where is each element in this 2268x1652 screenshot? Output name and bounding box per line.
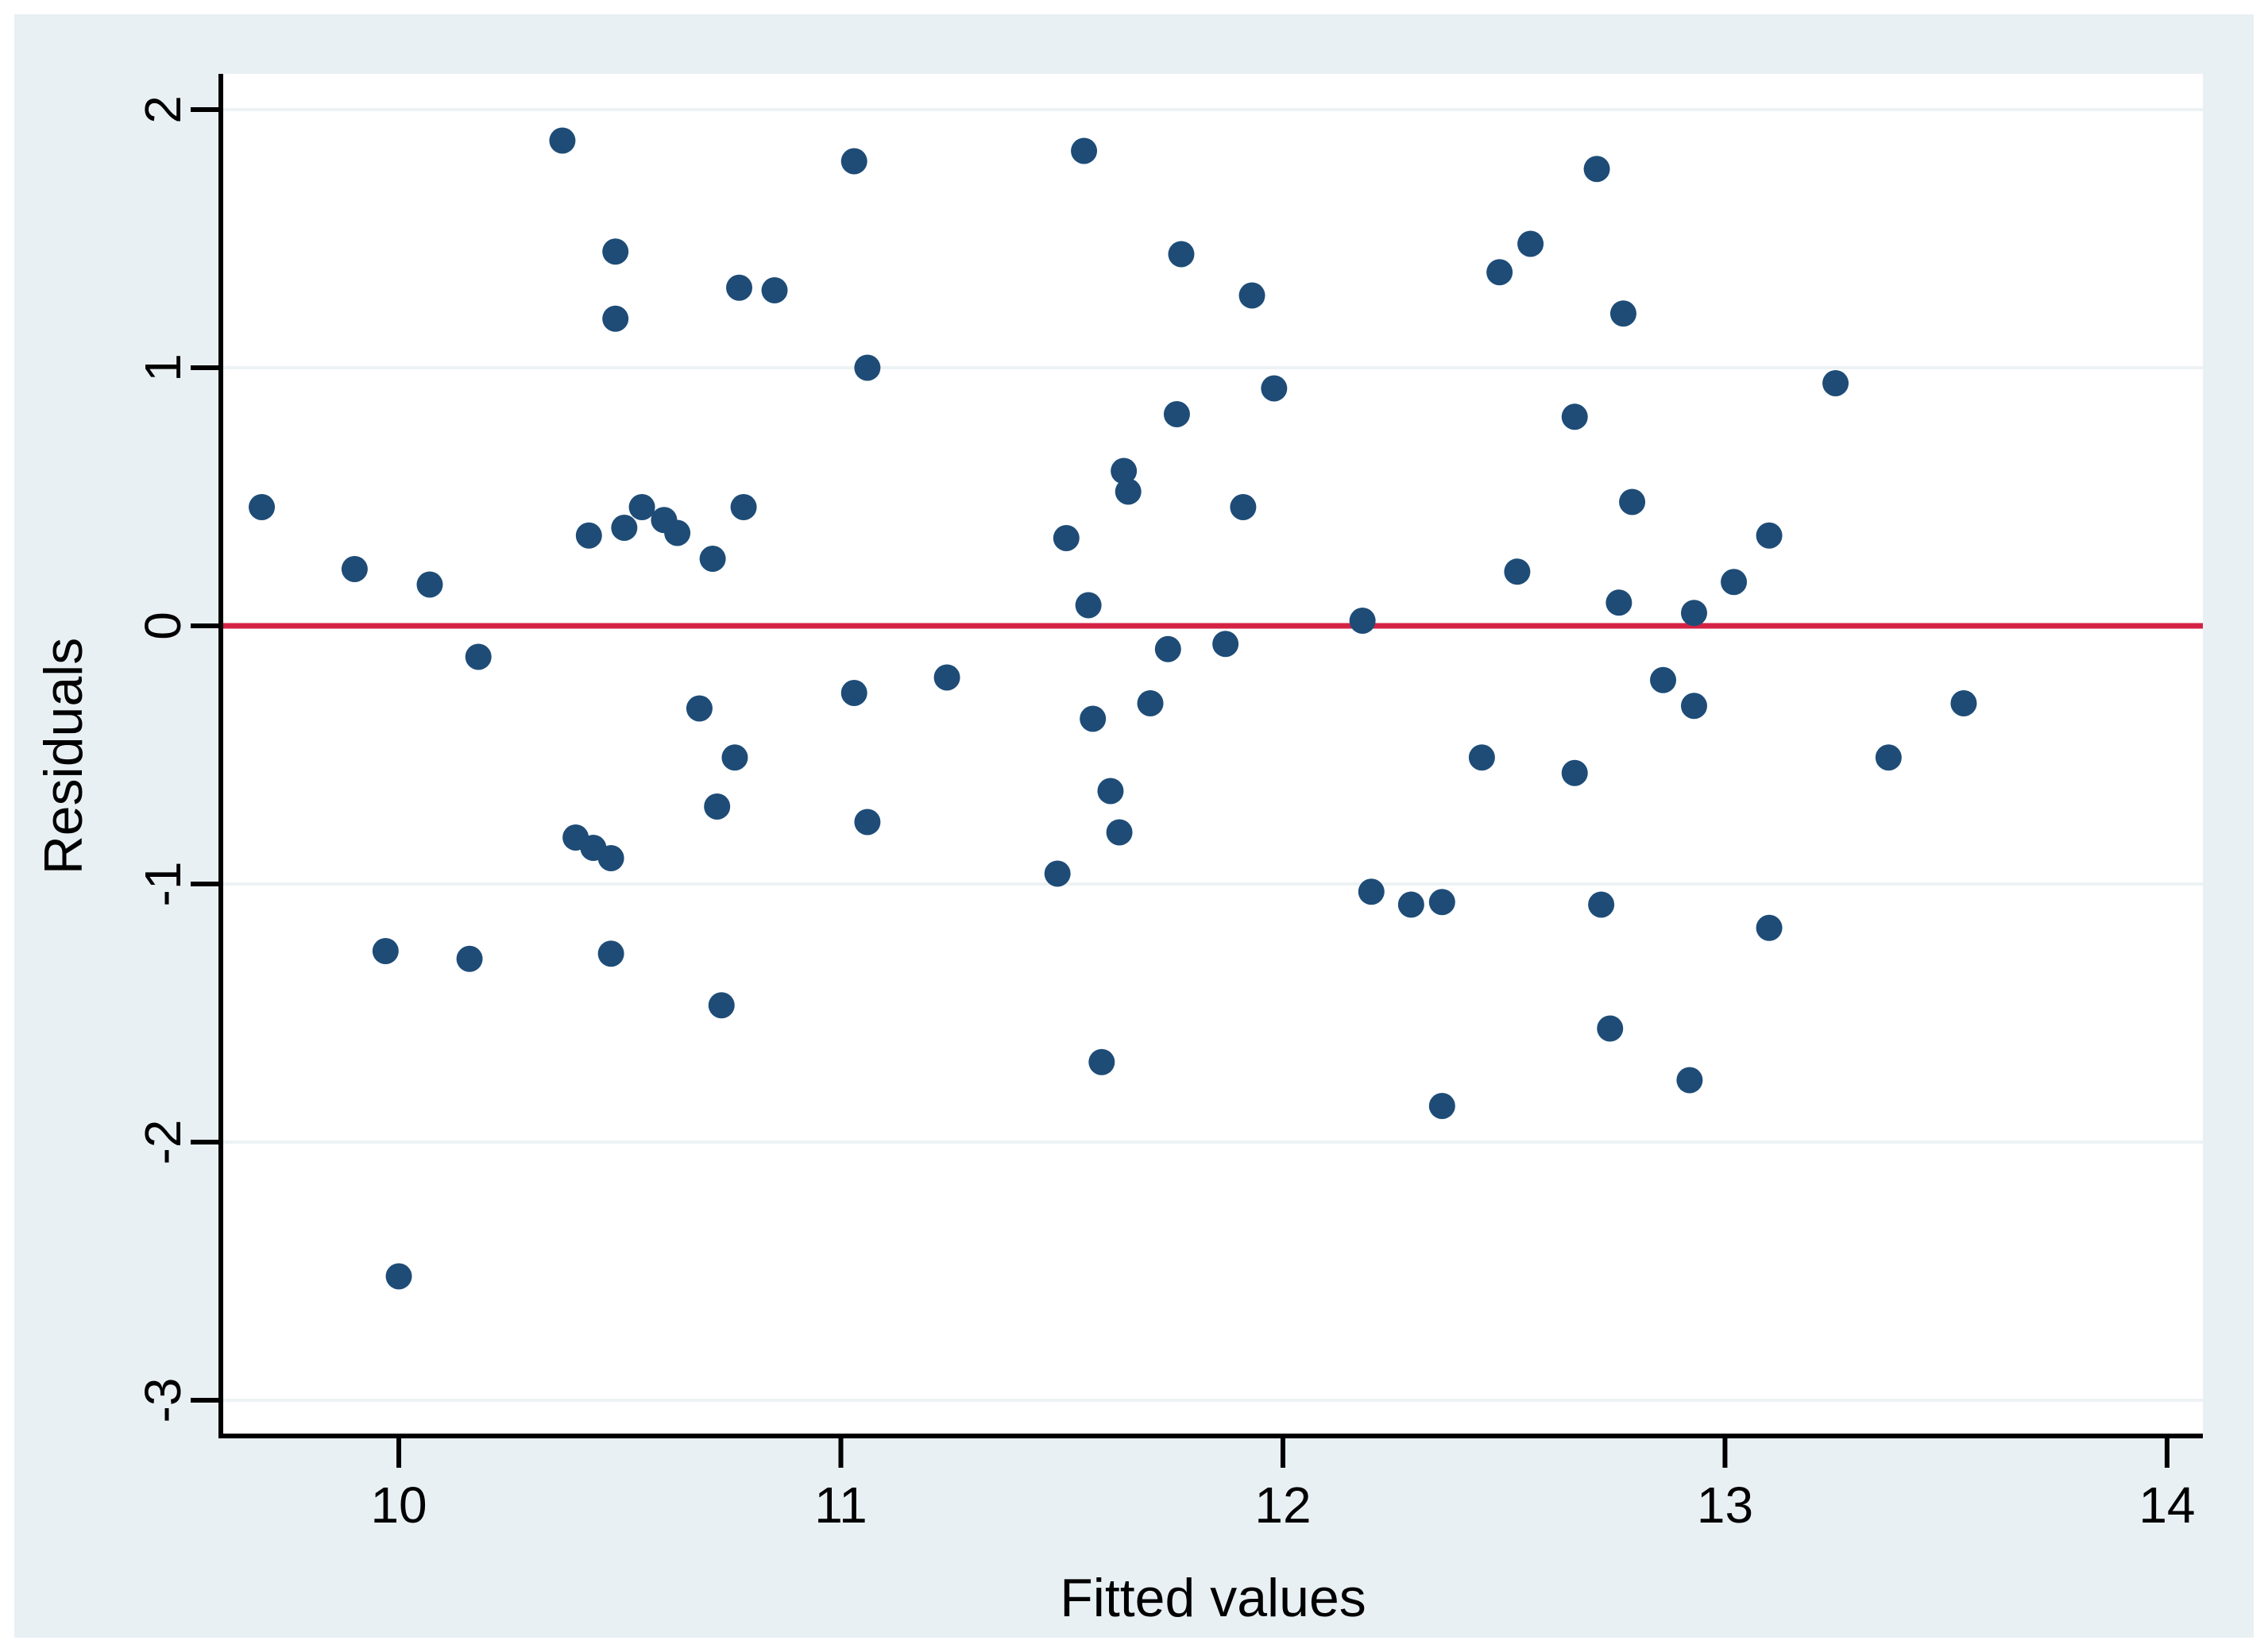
data-point bbox=[1583, 156, 1610, 183]
data-point bbox=[1238, 282, 1265, 309]
y-tick-label-1: 1 bbox=[134, 353, 191, 382]
data-point bbox=[249, 494, 276, 521]
data-point bbox=[704, 793, 731, 820]
data-point bbox=[1075, 592, 1102, 619]
x-tick-label-11: 11 bbox=[814, 1476, 867, 1534]
data-point bbox=[372, 937, 399, 964]
data-point bbox=[840, 148, 867, 175]
data-point bbox=[1053, 525, 1080, 552]
data-point bbox=[1154, 635, 1181, 662]
data-point bbox=[1721, 569, 1748, 596]
data-point bbox=[1619, 488, 1646, 515]
data-point bbox=[1486, 259, 1513, 286]
data-point bbox=[1106, 819, 1133, 846]
data-point bbox=[854, 354, 881, 381]
data-point bbox=[699, 546, 726, 573]
data-point bbox=[708, 992, 735, 1019]
data-point bbox=[1168, 241, 1195, 268]
data-point bbox=[1261, 375, 1288, 402]
data-point bbox=[549, 127, 576, 154]
data-point bbox=[1680, 600, 1707, 627]
data-point bbox=[1397, 891, 1424, 918]
data-point bbox=[1680, 693, 1707, 720]
data-point bbox=[1875, 744, 1902, 771]
data-point bbox=[1137, 690, 1164, 717]
y-tick-label-2: 2 bbox=[134, 95, 191, 124]
data-point bbox=[1212, 631, 1239, 658]
data-point bbox=[1756, 914, 1783, 941]
data-point bbox=[1428, 889, 1455, 916]
data-point bbox=[840, 680, 867, 707]
data-point bbox=[1605, 589, 1632, 616]
data-point bbox=[686, 695, 713, 722]
data-point bbox=[1950, 690, 1977, 717]
data-point bbox=[416, 571, 443, 598]
data-point bbox=[1097, 778, 1124, 805]
x-tick-label-12: 12 bbox=[1254, 1476, 1312, 1534]
data-point bbox=[854, 809, 881, 836]
data-point bbox=[664, 519, 691, 546]
y-axis-title: Residuals bbox=[33, 637, 94, 875]
data-point bbox=[1230, 494, 1257, 521]
data-point bbox=[1517, 230, 1544, 257]
x-tick-label-14: 14 bbox=[2139, 1476, 2196, 1534]
data-point bbox=[1756, 522, 1783, 549]
data-point bbox=[1080, 705, 1107, 732]
y-tick-label-0: 0 bbox=[134, 612, 191, 640]
data-point bbox=[597, 940, 624, 967]
x-tick-label-10: 10 bbox=[370, 1476, 427, 1534]
data-point bbox=[1115, 478, 1142, 505]
data-point bbox=[1609, 300, 1636, 327]
data-point bbox=[1650, 666, 1677, 693]
data-point bbox=[1088, 1048, 1115, 1075]
data-point bbox=[1163, 401, 1190, 428]
data-point bbox=[602, 238, 629, 265]
data-point bbox=[465, 643, 492, 670]
data-point bbox=[1597, 1015, 1624, 1042]
data-point bbox=[1588, 891, 1615, 918]
data-point bbox=[1561, 759, 1588, 786]
data-point bbox=[1561, 403, 1588, 430]
data-point bbox=[597, 844, 624, 871]
data-point bbox=[761, 277, 788, 304]
y-tick-label--2: -2 bbox=[134, 1119, 191, 1165]
y-tick-label--1: -1 bbox=[134, 861, 191, 907]
data-point bbox=[726, 274, 753, 301]
plot-area bbox=[222, 74, 2203, 1436]
data-point bbox=[1044, 860, 1071, 887]
data-point bbox=[1676, 1067, 1703, 1094]
data-point bbox=[1822, 370, 1849, 397]
data-point bbox=[933, 664, 960, 691]
data-point bbox=[1358, 878, 1385, 905]
data-point bbox=[1504, 558, 1531, 585]
data-point bbox=[628, 494, 655, 521]
data-point bbox=[730, 494, 757, 521]
data-point bbox=[1428, 1092, 1455, 1119]
data-point bbox=[602, 305, 629, 332]
x-tick-label-13: 13 bbox=[1696, 1476, 1754, 1534]
data-point bbox=[721, 744, 748, 771]
data-point bbox=[575, 522, 602, 549]
data-point bbox=[611, 515, 638, 542]
data-point bbox=[456, 945, 483, 972]
data-point bbox=[341, 556, 368, 583]
data-point bbox=[1111, 457, 1138, 484]
data-point bbox=[1071, 137, 1098, 164]
data-point bbox=[1349, 608, 1376, 635]
data-point bbox=[385, 1263, 412, 1290]
x-axis-title: Fitted values bbox=[1060, 1568, 1366, 1628]
data-point bbox=[1468, 744, 1495, 771]
y-tick-label--3: -3 bbox=[134, 1377, 191, 1423]
